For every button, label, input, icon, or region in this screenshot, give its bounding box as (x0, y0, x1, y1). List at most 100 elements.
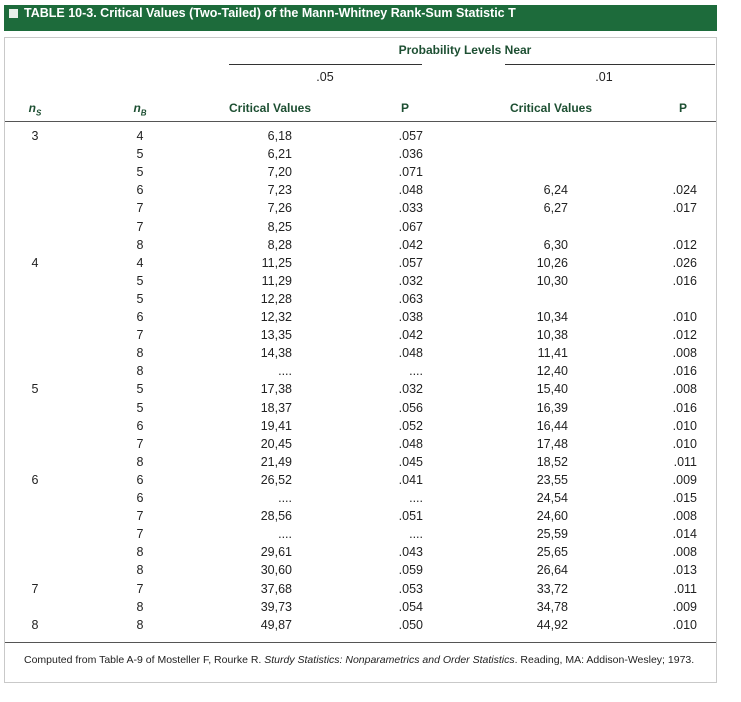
cell: 8 (31, 617, 39, 632)
cell: 6,18 (267, 129, 292, 143)
cell: .057 (398, 255, 423, 270)
cell: 7 (136, 509, 144, 524)
cell: 49,87 (260, 617, 292, 632)
cell: .056 (398, 400, 423, 415)
cell: .... (278, 527, 292, 542)
cell: .... (409, 527, 423, 542)
cell: 5 (136, 147, 144, 162)
col-header-n: n (133, 101, 141, 115)
col-header-sub: S (36, 108, 42, 118)
cell: .011 (673, 581, 697, 596)
cell: .016 (672, 400, 697, 415)
cell: .008 (672, 346, 697, 361)
cell: .015 (672, 491, 697, 505)
cell: .052 (398, 418, 423, 433)
cell: 5 (136, 291, 144, 306)
cell: .011 (673, 454, 697, 469)
cell: .016 (672, 273, 697, 288)
cell: 6 (136, 183, 144, 198)
group-title: Probability Levels Near (398, 43, 532, 57)
cell: 6 (136, 472, 144, 487)
col-header: Critical Values (228, 101, 312, 115)
cell: 6,30 (543, 237, 568, 252)
rule (5, 642, 716, 643)
cell: 18,37 (260, 400, 292, 415)
cell: 5 (136, 273, 144, 288)
footnote: Computed from Table A-9 of Mosteller F, … (24, 654, 694, 666)
cell: 8,25 (267, 219, 292, 234)
cell: 6 (31, 472, 39, 487)
footnote-text: . Reading, MA: Addison-Wesley; 1973. (514, 654, 695, 666)
cell: .032 (398, 273, 423, 288)
cell: .... (409, 364, 423, 379)
cell: 12,32 (260, 310, 292, 324)
cell: 17,48 (536, 436, 568, 451)
cell: 19,41 (260, 418, 292, 433)
cell: 18,52 (536, 454, 568, 469)
col-header: nB (133, 101, 146, 117)
cell: .... (278, 364, 292, 379)
cell: .010 (672, 418, 697, 433)
cell: 10,30 (536, 273, 568, 288)
cell: .067 (398, 219, 423, 234)
cell: .057 (398, 129, 423, 143)
cell: .045 (398, 454, 423, 469)
cell: 7 (136, 527, 144, 542)
col-header: P (678, 101, 688, 115)
cell: 8 (136, 346, 144, 361)
cell: 17,38 (260, 382, 292, 397)
cell: 12,28 (260, 291, 292, 306)
cell: 6,24 (543, 183, 568, 198)
cell: 4 (136, 129, 144, 143)
cell: 7 (136, 201, 144, 216)
cell: 5 (136, 400, 144, 415)
cell: 16,39 (536, 400, 568, 415)
cell: 6,21 (267, 147, 292, 162)
cell: 29,61 (260, 545, 292, 560)
cell: 28,56 (260, 509, 292, 524)
cell: .042 (398, 237, 423, 252)
cell: .054 (398, 599, 423, 614)
cell: .041 (398, 472, 423, 487)
cell: 6,27 (543, 201, 568, 216)
cell: .012 (672, 328, 697, 343)
cell: 7,20 (267, 165, 292, 180)
cell: .063 (398, 291, 423, 306)
table-title: TABLE 10-3. Critical Values (Two-Tailed)… (24, 6, 516, 20)
cell: .008 (672, 382, 697, 397)
cell: .017 (672, 201, 697, 216)
cell: 20,45 (260, 436, 292, 451)
cell: 11,41 (537, 346, 568, 361)
cell: 7 (136, 436, 144, 451)
footnote-title: Sturdy Statistics: Nonparametrics and Or… (264, 654, 515, 666)
group-label: .01 (595, 70, 613, 84)
cell: .024 (672, 183, 697, 198)
cell: 33,72 (536, 581, 568, 596)
cell: 6 (136, 310, 144, 324)
cell: 10,38 (536, 328, 568, 343)
cell: 5 (31, 382, 39, 397)
cell: 7 (136, 581, 144, 596)
cell: 24,54 (536, 491, 568, 505)
cell: 8 (136, 563, 144, 578)
title-bar (4, 5, 717, 31)
cell: 4 (136, 255, 144, 270)
col-header: P (400, 101, 410, 115)
cell: .008 (672, 509, 697, 524)
col-header: nS (29, 101, 42, 117)
cell: 8,28 (267, 237, 292, 252)
cell: 13,35 (260, 328, 292, 343)
cell: 14,38 (260, 346, 292, 361)
cell: 26,64 (536, 563, 568, 578)
cell: 30,60 (260, 563, 292, 578)
cell: .009 (672, 472, 697, 487)
cell: 6 (136, 491, 144, 505)
cell: .048 (398, 436, 423, 451)
cell: .048 (398, 183, 423, 198)
cell: .038 (398, 310, 423, 324)
cell: .033 (398, 201, 423, 216)
cell: .014 (672, 527, 697, 542)
title-icon (9, 9, 18, 18)
cell: .032 (398, 382, 423, 397)
